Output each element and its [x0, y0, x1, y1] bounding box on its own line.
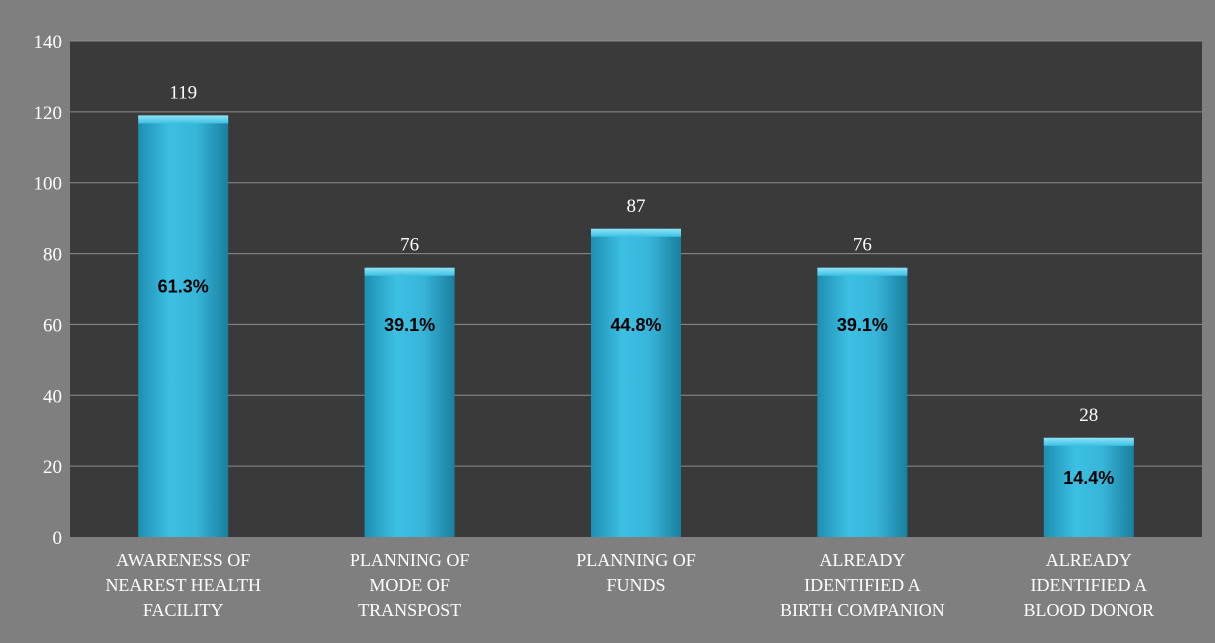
- bar-percent-label: 61.3%: [158, 276, 209, 296]
- y-tick-label: 20: [43, 457, 62, 478]
- bar: [364, 267, 455, 537]
- x-category-label: IDENTIFIED A: [1031, 575, 1147, 595]
- x-category-label: TRANSPOST: [358, 600, 461, 620]
- bar-value-label: 87: [627, 196, 646, 217]
- bar-cap: [591, 228, 681, 237]
- bar: [817, 267, 908, 537]
- y-tick-label: 0: [53, 528, 63, 549]
- y-tick-label: 100: [34, 174, 63, 195]
- y-tick-label: 40: [43, 386, 62, 407]
- bar-percent-label: 39.1%: [384, 315, 435, 335]
- bar-value-label: 76: [400, 235, 419, 256]
- bar-percent-label: 44.8%: [610, 315, 661, 335]
- x-category-label: ALREADY: [1046, 550, 1132, 570]
- x-category-label: PLANNING OF: [576, 550, 696, 570]
- y-tick-label: 120: [34, 103, 63, 124]
- y-axis: 0 20 40 60 80 100 120 140: [34, 32, 63, 549]
- y-tick-label: 60: [43, 315, 62, 336]
- bar: [1043, 437, 1134, 537]
- x-category-label: FUNDS: [606, 575, 665, 595]
- bar-value-label: 76: [853, 235, 872, 256]
- bar-percent-label: 39.1%: [837, 315, 888, 335]
- bar-cap: [817, 267, 908, 276]
- x-category-label: BIRTH COMPANION: [780, 600, 945, 620]
- bar-value-label: 28: [1079, 405, 1098, 426]
- x-axis: AWARENESS OF NEAREST HEALTH FACILITY PLANNI…: [105, 550, 1154, 620]
- x-category-label: IDENTIFIED A: [804, 575, 920, 595]
- bar-cap: [364, 267, 455, 276]
- y-tick-label: 140: [34, 32, 63, 53]
- bar: [138, 115, 229, 538]
- x-category-label: NEAREST HEALTH: [105, 575, 261, 595]
- x-category-label: AWARENESS OF: [116, 550, 250, 570]
- x-category-label: MODE OF: [369, 575, 450, 595]
- x-category-label: FACILITY: [143, 600, 224, 620]
- bar-percent-label: 14.4%: [1063, 468, 1114, 488]
- y-tick-label: 80: [43, 245, 62, 266]
- x-category-label: BLOOD DONOR: [1024, 600, 1155, 620]
- bar-cap: [138, 115, 229, 124]
- x-category-label: ALREADY: [819, 550, 905, 570]
- bar-cap: [1043, 437, 1134, 446]
- bar-value-label: 119: [169, 82, 197, 103]
- x-category-label: PLANNING OF: [350, 550, 470, 570]
- bars: 119 61.3% 76 39.1% 87 44.8% 76 39.1% 28 14.4%: [138, 82, 1134, 538]
- bar: [591, 228, 681, 537]
